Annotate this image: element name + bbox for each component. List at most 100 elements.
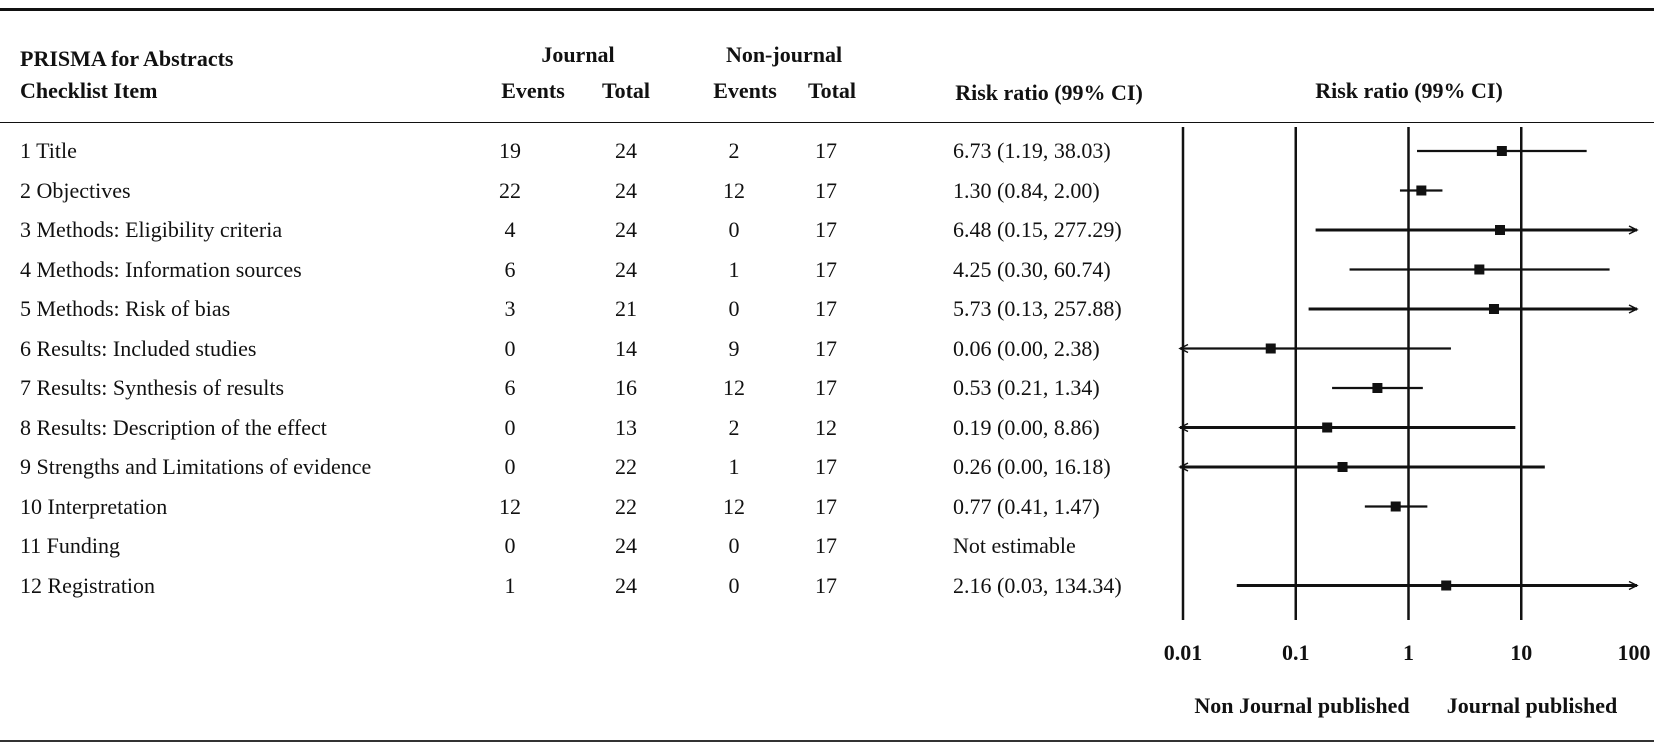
row-3-rr-text: 6.48 (0.15, 277.29) [953,217,1122,242]
row-5-rr-text: 5.73 (0.13, 257.88) [953,296,1122,321]
row-8-n-events: 2 [728,414,740,440]
row-4-n-total: 17 [815,256,837,282]
plot-title: Risk ratio (99% CI) [1315,78,1503,103]
row-3-n-events: 0 [728,217,740,242]
nonjournal-group-header: Non-journal [725,42,843,67]
row-5-n-total: 17 [815,296,837,321]
point-estimate-row-1 [1496,146,1507,156]
row-9-item: 9 Strengths and Limitations of evidence [20,454,372,479]
item-header-line1: PRISMA for Abstracts [20,46,234,71]
point-estimate-row-5 [1488,304,1499,314]
row-7-j-total: 16 [615,375,637,400]
row-3-item: 3 Methods: Eligibility criteria [20,217,283,242]
row-9-j-events: 0 [504,454,516,479]
item-header-line2: Checklist Item [20,78,158,103]
nonjournal-total-header: Total [807,78,857,103]
row-3-j-total: 24 [615,217,637,242]
journal-total-header: Total [601,78,651,103]
row-3-n-total: 17 [815,217,837,242]
row-10-n-total: 17 [815,493,837,519]
row-4-rr-text: 4.25 (0.30, 60.74) [953,256,1111,282]
row-6-n-total: 17 [815,335,837,361]
x-tick-label-10: 10 [1510,640,1532,665]
row-7-n-events: 12 [723,375,745,400]
x-tick-label-100: 100 [1618,640,1651,665]
row-12-n-events: 0 [728,572,740,598]
row-8-item: 8 Results: Description of the effect [20,414,327,440]
row-12-item: 12 Registration [20,572,156,598]
x-tick-label-0-01: 0.01 [1164,640,1203,665]
ci-arrow-left-row-9 [1178,462,1189,472]
row-1-rr-text: 6.73 (1.19, 38.03) [953,138,1111,163]
row-6-item: 6 Results: Included studies [20,335,257,361]
header-rule [0,122,1654,123]
row-6-j-events: 0 [504,335,516,361]
row-9-j-total: 22 [615,454,637,479]
row-1-j-events: 19 [499,138,521,163]
point-estimate-row-3 [1495,225,1506,235]
journal-group-header: Journal [541,42,615,67]
row-7-n-total: 17 [815,375,837,400]
x-tick-label-1: 1 [1403,640,1414,665]
row-12-rr-text: 2.16 (0.03, 134.34) [953,572,1122,598]
row-10-rr-text: 0.77 (0.41, 1.47) [953,493,1100,519]
row-10-j-events: 12 [499,493,521,519]
nonjournal-events-header: Events [713,78,777,103]
ci-arrow-right-row-5 [1628,304,1639,314]
row-6-rr-text: 0.06 (0.00, 2.38) [953,335,1100,361]
row-11-item: 11 Funding [20,533,121,558]
row-6-n-events: 9 [728,335,740,361]
row-5-n-events: 0 [728,296,740,321]
row-4-n-events: 1 [728,256,740,282]
rr-column-header: Risk ratio (99% CI) [955,80,1143,105]
row-2-j-events: 22 [499,177,521,203]
ci-arrow-left-row-8 [1178,422,1189,433]
x-tick-label-0-1: 0.1 [1282,640,1310,665]
row-1-n-total: 17 [815,138,837,163]
row-7-j-events: 6 [504,375,516,400]
point-estimate-row-2 [1416,185,1427,196]
right-direction-label: Journal published [1447,693,1618,718]
row-12-n-total: 17 [815,572,837,598]
row-2-item: 2 Objectives [20,177,131,203]
row-2-n-total: 17 [815,177,837,203]
point-estimate-row-6 [1265,343,1276,354]
row-11-j-events: 0 [504,533,516,558]
row-3-j-events: 4 [504,217,516,242]
row-10-j-total: 22 [615,493,637,519]
row-9-n-total: 17 [815,454,837,479]
ci-arrow-right-row-12 [1628,580,1639,591]
row-7-rr-text: 0.53 (0.21, 1.34) [953,375,1100,400]
row-4-j-events: 6 [504,256,516,282]
point-estimate-row-8 [1322,422,1333,433]
row-2-rr-text: 1.30 (0.84, 2.00) [953,177,1100,203]
row-7-item: 7 Results: Synthesis of results [20,375,285,400]
row-10-item: 10 Interpretation [20,493,168,519]
row-4-j-total: 24 [615,256,637,282]
row-8-rr-text: 0.19 (0.00, 8.86) [953,414,1100,440]
row-5-j-events: 3 [504,296,516,321]
row-8-j-events: 0 [504,414,516,440]
row-12-j-total: 24 [615,572,637,598]
row-9-n-events: 1 [728,454,740,479]
ci-arrow-right-row-3 [1628,225,1639,235]
row-11-n-events: 0 [728,533,740,558]
row-8-j-total: 13 [615,414,637,440]
top-rule [0,8,1654,11]
point-estimate-row-7 [1372,383,1383,393]
row-11-rr-text: Not estimable [953,533,1076,558]
row-1-n-events: 2 [728,138,740,163]
point-estimate-row-10 [1390,501,1401,512]
row-5-j-total: 21 [615,296,637,321]
row-5-item: 5 Methods: Risk of bias [20,296,231,321]
bottom-rule [0,740,1654,742]
row-2-n-events: 12 [723,177,745,203]
row-6-j-total: 14 [615,335,637,361]
row-11-j-total: 24 [615,533,637,558]
ci-arrow-left-row-6 [1178,343,1189,354]
row-10-n-events: 12 [723,493,745,519]
row-12-j-events: 1 [504,572,516,598]
row-1-item: 1 Title [20,138,77,163]
